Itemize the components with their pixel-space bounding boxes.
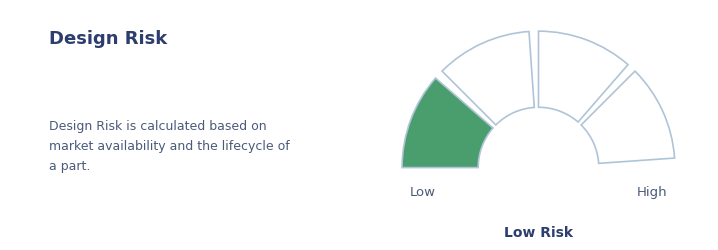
Text: Design Risk: Design Risk — [49, 30, 167, 48]
Text: Low: Low — [409, 185, 435, 198]
Wedge shape — [442, 32, 534, 126]
Text: High: High — [637, 185, 668, 198]
Text: Low Risk: Low Risk — [504, 225, 573, 239]
Wedge shape — [402, 79, 493, 168]
Wedge shape — [538, 32, 628, 122]
Wedge shape — [581, 72, 675, 164]
Text: Design Risk is calculated based on
market availability and the lifecycle of
a pa: Design Risk is calculated based on marke… — [49, 120, 289, 173]
